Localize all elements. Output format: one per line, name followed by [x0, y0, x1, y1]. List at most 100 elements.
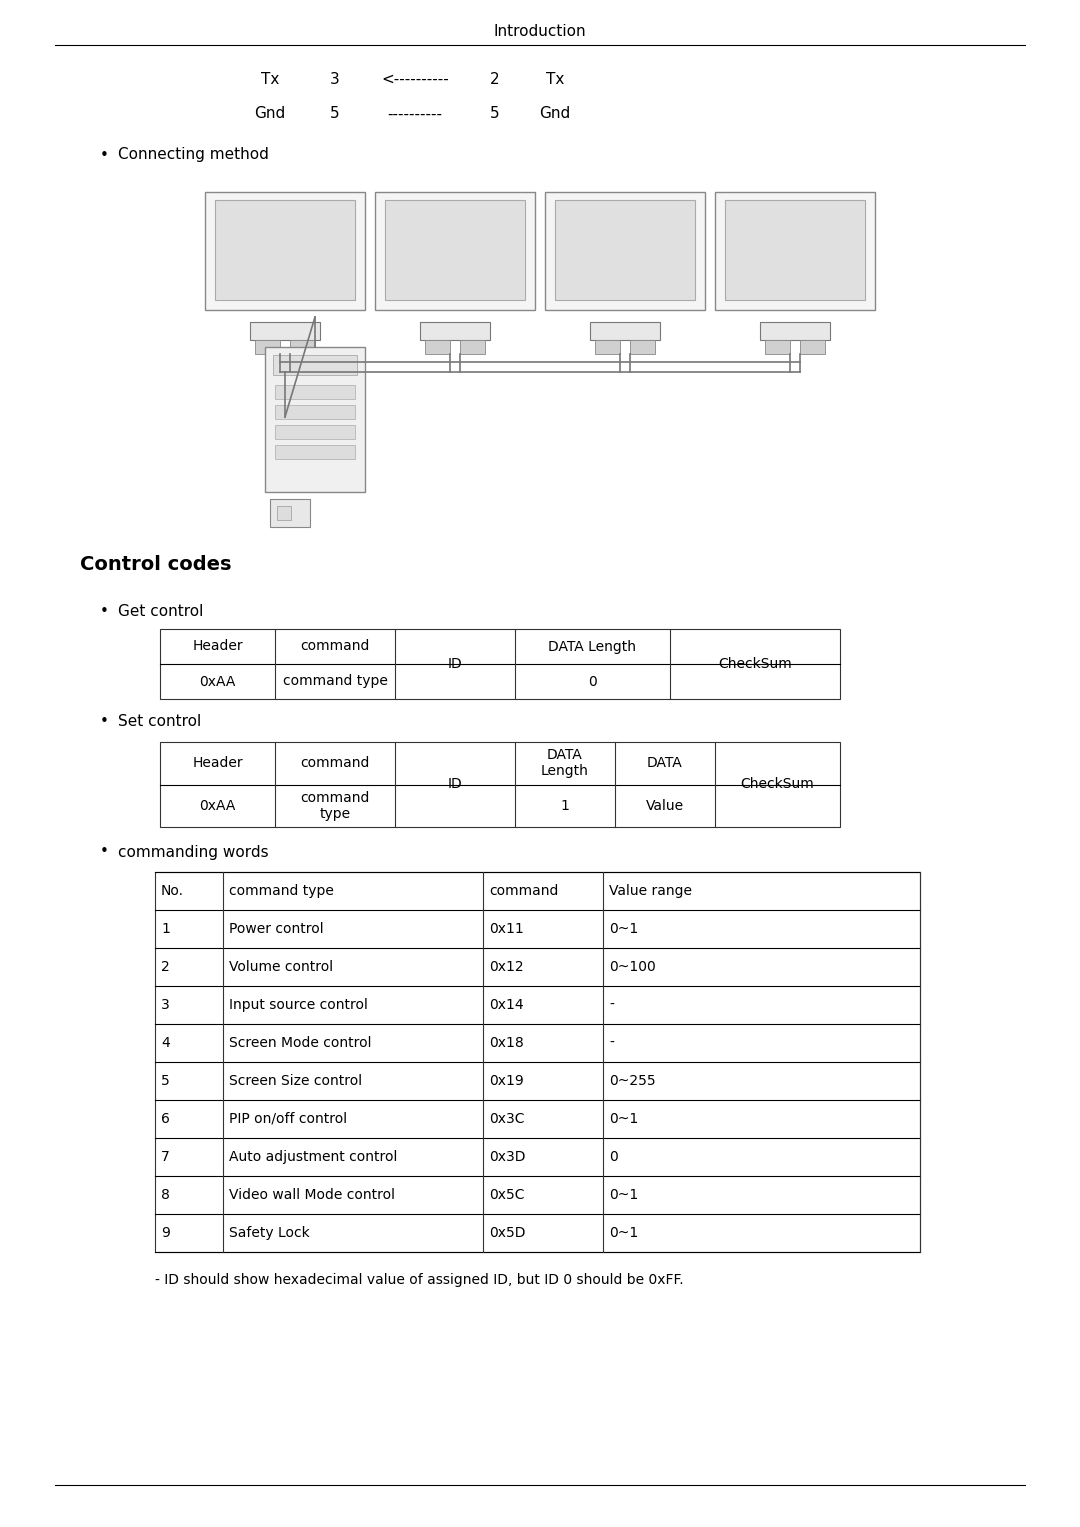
Text: -: -: [609, 999, 613, 1012]
Text: command: command: [489, 884, 558, 898]
Text: command type: command type: [283, 675, 388, 689]
Text: 0x3C: 0x3C: [489, 1112, 525, 1125]
Text: 0x5D: 0x5D: [489, 1226, 526, 1240]
Text: 0x11: 0x11: [489, 922, 524, 936]
Bar: [760, 322, 831, 341]
Text: 0xAA: 0xAA: [200, 675, 235, 689]
Text: Tx: Tx: [260, 72, 280, 87]
Text: Value: Value: [646, 799, 684, 812]
Bar: [275, 385, 355, 399]
Text: DATA
Length: DATA Length: [541, 748, 589, 779]
Bar: [725, 200, 865, 299]
Bar: [273, 354, 357, 376]
Text: command: command: [300, 756, 369, 770]
Bar: [275, 405, 355, 418]
Text: 9: 9: [161, 1226, 170, 1240]
Text: 0x12: 0x12: [489, 960, 524, 974]
Text: CheckSum: CheckSum: [741, 777, 814, 791]
Bar: [800, 341, 825, 354]
Text: 5: 5: [330, 107, 340, 122]
Text: 0~100: 0~100: [609, 960, 656, 974]
Text: Get control: Get control: [118, 605, 203, 620]
Text: 2: 2: [490, 72, 500, 87]
Text: <----------: <----------: [381, 72, 449, 87]
Text: -: -: [609, 1035, 613, 1051]
Text: 8: 8: [161, 1188, 170, 1202]
Bar: [460, 341, 485, 354]
Text: 0x14: 0x14: [489, 999, 524, 1012]
Text: 0x18: 0x18: [489, 1035, 524, 1051]
Text: 0~1: 0~1: [609, 1226, 638, 1240]
Text: 3: 3: [330, 72, 340, 87]
Text: •: •: [100, 844, 109, 860]
Text: 0~1: 0~1: [609, 922, 638, 936]
Bar: [215, 200, 355, 299]
Bar: [420, 322, 490, 341]
Text: PIP on/off control: PIP on/off control: [229, 1112, 347, 1125]
Text: CheckSum: CheckSum: [718, 657, 792, 670]
Text: 0: 0: [609, 1150, 618, 1164]
Bar: [270, 499, 310, 527]
Text: ID: ID: [447, 777, 462, 791]
Text: 0~1: 0~1: [609, 1188, 638, 1202]
Bar: [255, 341, 280, 354]
Bar: [715, 192, 875, 310]
Bar: [276, 505, 291, 521]
Text: •: •: [100, 605, 109, 620]
Text: 0x5C: 0x5C: [489, 1188, 525, 1202]
Bar: [545, 192, 705, 310]
Text: Tx: Tx: [545, 72, 564, 87]
Text: 4: 4: [161, 1035, 170, 1051]
Text: command type: command type: [229, 884, 334, 898]
Bar: [384, 200, 525, 299]
Text: 0~1: 0~1: [609, 1112, 638, 1125]
Text: DATA Length: DATA Length: [549, 640, 636, 654]
Text: 7: 7: [161, 1150, 170, 1164]
Bar: [275, 425, 355, 438]
Text: Power control: Power control: [229, 922, 324, 936]
Text: Safety Lock: Safety Lock: [229, 1226, 310, 1240]
Text: •: •: [100, 715, 109, 730]
Text: Screen Size control: Screen Size control: [229, 1073, 362, 1089]
Text: Volume control: Volume control: [229, 960, 333, 974]
Text: Header: Header: [192, 756, 243, 770]
Text: ----------: ----------: [388, 107, 443, 122]
Bar: [160, 742, 840, 828]
Text: No.: No.: [161, 884, 184, 898]
Text: Value range: Value range: [609, 884, 692, 898]
Bar: [595, 341, 620, 354]
Text: 3: 3: [161, 999, 170, 1012]
Bar: [765, 341, 789, 354]
Text: Header: Header: [192, 640, 243, 654]
Text: Set control: Set control: [118, 715, 201, 730]
Bar: [630, 341, 654, 354]
Text: command
type: command type: [300, 791, 369, 822]
Text: 0~255: 0~255: [609, 1073, 656, 1089]
Text: Video wall Mode control: Video wall Mode control: [229, 1188, 395, 1202]
Text: 1: 1: [161, 922, 170, 936]
Text: commanding words: commanding words: [118, 844, 269, 860]
Text: Auto adjustment control: Auto adjustment control: [229, 1150, 397, 1164]
Text: 5: 5: [161, 1073, 170, 1089]
Text: •: •: [100, 148, 109, 162]
Bar: [291, 341, 315, 354]
Text: 5: 5: [490, 107, 500, 122]
Bar: [156, 872, 920, 1252]
Text: Input source control: Input source control: [229, 999, 368, 1012]
Text: 1: 1: [561, 799, 569, 812]
Bar: [275, 444, 355, 460]
Bar: [205, 192, 365, 310]
Bar: [265, 347, 365, 492]
Text: DATA: DATA: [647, 756, 683, 770]
Bar: [426, 341, 450, 354]
Text: 0: 0: [589, 675, 597, 689]
Text: 0x3D: 0x3D: [489, 1150, 526, 1164]
Text: Gnd: Gnd: [539, 107, 570, 122]
Text: 2: 2: [161, 960, 170, 974]
Bar: [590, 322, 660, 341]
Text: - ID should show hexadecimal value of assigned ID, but ID 0 should be 0xFF.: - ID should show hexadecimal value of as…: [156, 1274, 684, 1287]
Bar: [375, 192, 535, 310]
Text: Gnd: Gnd: [255, 107, 285, 122]
Text: Control codes: Control codes: [80, 556, 231, 574]
Text: 0x19: 0x19: [489, 1073, 524, 1089]
